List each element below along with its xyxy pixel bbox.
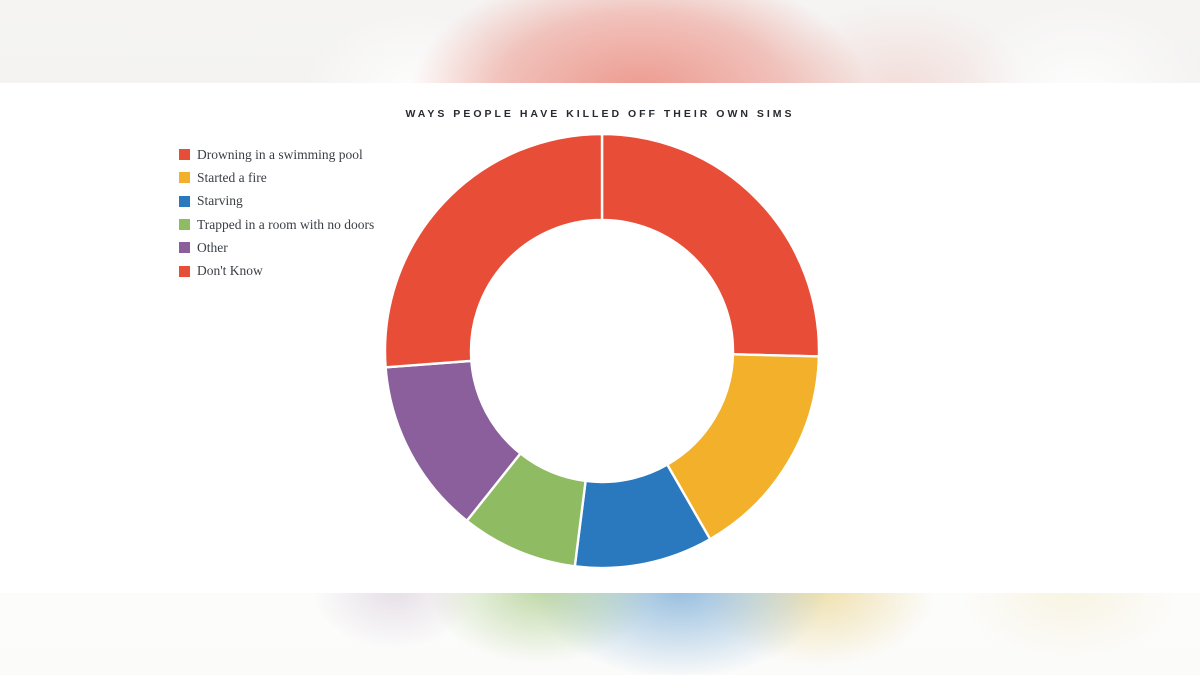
chart-canvas: WAYS PEOPLE HAVE KILLED OFF THEIR OWN SI… — [0, 83, 1200, 593]
ambient-blur-top — [0, 0, 1200, 83]
chart-title: WAYS PEOPLE HAVE KILLED OFF THEIR OWN SI… — [405, 108, 795, 120]
donut-slice-drowning-in-a-swimming-pool — [600, 132, 821, 358]
legend-label: Other — [197, 239, 228, 255]
legend-item-started-a-fire: Started a fire — [179, 166, 374, 189]
legend-swatch-icon — [179, 149, 190, 161]
legend-item-trapped-in-a-room-with-no-doors: Trapped in a room with no doors — [179, 213, 374, 236]
legend-label: Drowning in a swimming pool — [197, 146, 363, 162]
ambient-blur-bottom — [0, 593, 1200, 675]
donut-chart — [383, 132, 821, 570]
legend-item-starving: Starving — [179, 190, 374, 213]
legend: Drowning in a swimming pool Started a fir… — [179, 143, 374, 283]
legend-swatch-icon — [179, 195, 190, 207]
legend-label: Trapped in a room with no doors — [197, 216, 375, 232]
legend-label: Started a fire — [197, 169, 267, 185]
legend-swatch-icon — [179, 172, 190, 184]
legend-label: Don't Know — [197, 263, 263, 279]
legend-item-other: Other — [179, 236, 374, 259]
donut-slice-don-t-know — [383, 132, 604, 369]
legend-swatch-icon — [179, 265, 190, 277]
legend-item-don-t-know: Don't Know — [179, 259, 374, 282]
legend-swatch-icon — [179, 219, 190, 231]
legend-item-drowning-in-a-swimming-pool: Drowning in a swimming pool — [179, 143, 374, 166]
legend-label: Starving — [197, 193, 243, 209]
legend-swatch-icon — [179, 242, 190, 254]
